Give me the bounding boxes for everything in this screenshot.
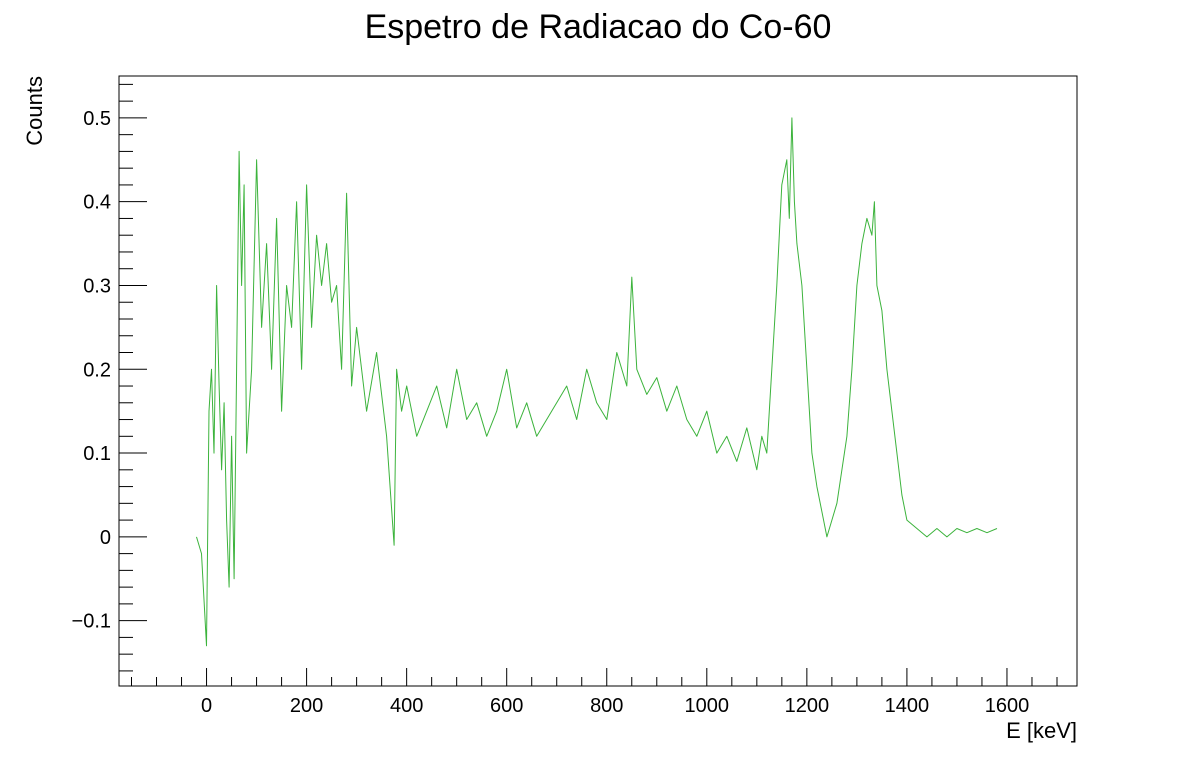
y-tick-label: 0.4 (83, 192, 111, 214)
series-line (196, 117, 998, 647)
chart-title: Espetro de Radiacao do Co-60 (365, 8, 832, 46)
x-axis-label: E [keV] (1006, 718, 1077, 743)
x-tick-label: 0 (201, 695, 212, 717)
x-tick-label: 200 (290, 695, 323, 717)
y-tick-label: 0.3 (83, 275, 111, 297)
y-tick-label: −0.1 (72, 611, 111, 633)
y-tick-label: 0.1 (83, 443, 111, 465)
y-axis-label: Counts (22, 76, 47, 146)
plot-frame (118, 75, 1078, 687)
x-tick-label: 1200 (785, 695, 830, 717)
y-tick-label: 0 (100, 527, 111, 549)
y-tick-label: 0.5 (83, 108, 111, 130)
axis-ticks (119, 83, 1058, 686)
x-tick-label: 1400 (885, 695, 930, 717)
x-tick-label: 1600 (985, 695, 1030, 717)
y-tick-label: 0.2 (83, 359, 111, 381)
x-tick-label: 600 (490, 695, 523, 717)
x-tick-label: 800 (590, 695, 623, 717)
axis-tick-labels: 0 200 400 600 800 1000 1200 1400 1600 −0.1 0 0.1 0.2… (72, 108, 1030, 717)
x-tick-label: 1000 (685, 695, 730, 717)
x-tick-label: 400 (390, 695, 423, 717)
